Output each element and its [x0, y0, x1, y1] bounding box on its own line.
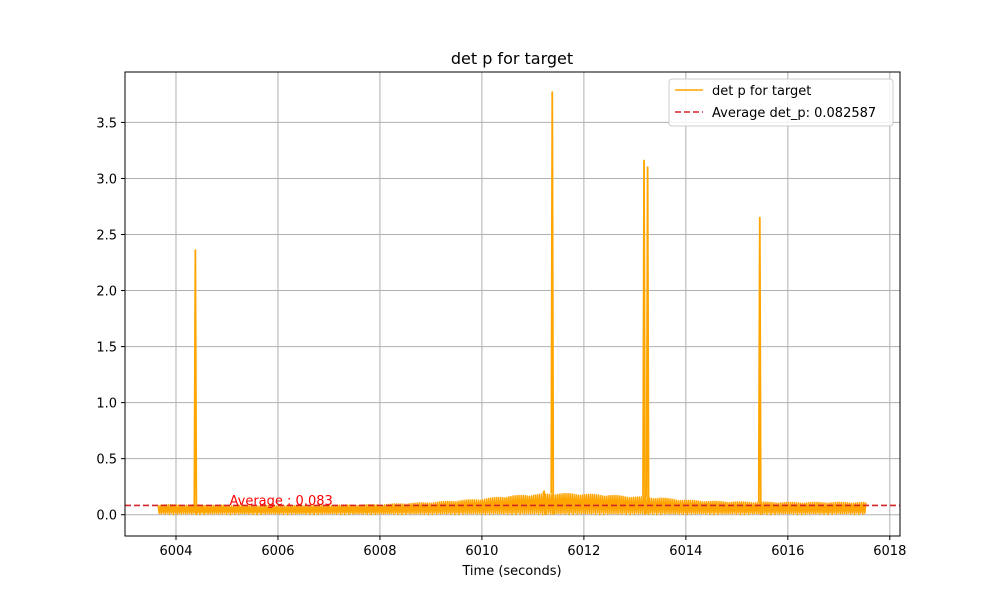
- y-tick-label: 0.0: [96, 509, 117, 524]
- y-tick-label: 1.0: [96, 397, 117, 412]
- series-spike-det-p: [642, 159, 646, 515]
- series-spike-det-p: [550, 91, 555, 515]
- x-tick-label: 6012: [567, 544, 600, 559]
- y-tick-label: 2.0: [96, 285, 117, 300]
- y-tick-label: 0.5: [96, 453, 117, 468]
- series-spike-det-p: [542, 490, 547, 515]
- series-spike-det-p: [645, 166, 650, 515]
- series-spike-det-p: [193, 249, 198, 515]
- x-tick-label: 6008: [363, 544, 396, 559]
- legend-box: [668, 78, 894, 127]
- x-axis-label: Time (seconds): [461, 564, 561, 579]
- grid: [125, 72, 900, 536]
- plot-data: [125, 91, 900, 516]
- series-spike-det-p: [757, 216, 762, 515]
- legend-label-average: Average det_p: 0.082587: [712, 106, 876, 121]
- y-tick-label: 2.5: [96, 229, 117, 244]
- x-tick-label: 6006: [261, 544, 294, 559]
- chart-title: det p for target: [451, 49, 573, 68]
- x-tick-label: 6010: [465, 544, 498, 559]
- average-annotation: Average : 0.083: [230, 494, 333, 509]
- x-tick-label: 6014: [669, 544, 702, 559]
- axes-ticks: 6004 6006 6008 6010 6012 6014 6016 6018 0.0 0.5 1.…: [96, 116, 906, 559]
- x-tick-label: 6016: [771, 544, 804, 559]
- y-tick-label: 1.5: [96, 341, 117, 356]
- legend: det p for target Average det_p: 0.082587: [668, 78, 894, 127]
- y-tick-label: 3.0: [96, 172, 117, 187]
- legend-label-det-p: det p for target: [712, 84, 811, 99]
- plot-frame: [124, 71, 901, 537]
- y-tick-label: 3.5: [96, 116, 117, 131]
- x-tick-label: 6018: [873, 544, 906, 559]
- x-tick-label: 6004: [159, 544, 192, 559]
